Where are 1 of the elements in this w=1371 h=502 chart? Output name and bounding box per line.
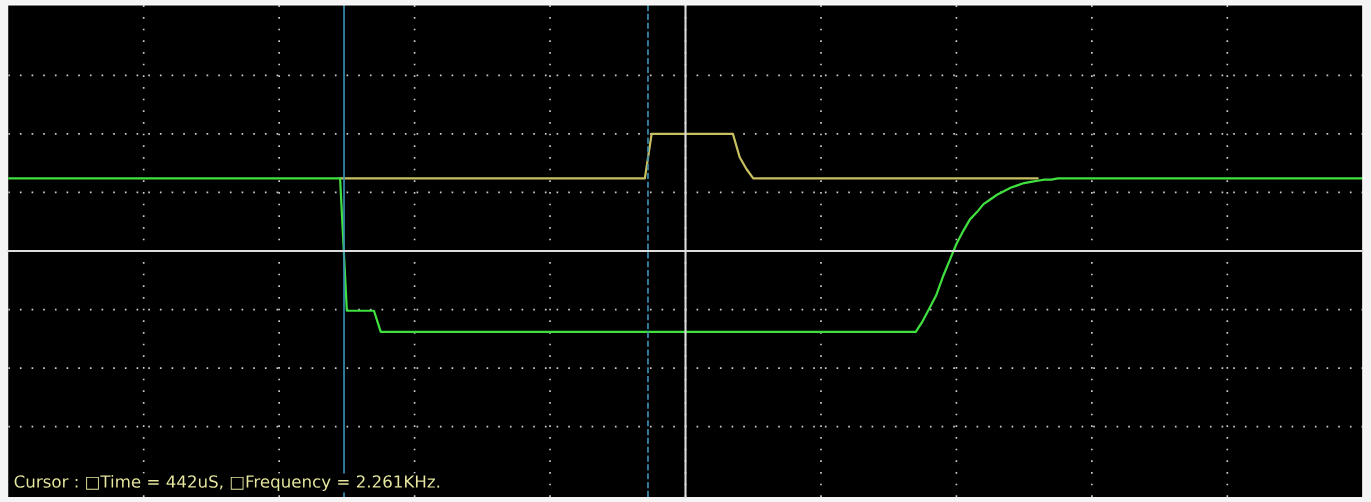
text: Cursor : □Time = 442uS, □Frequency = 2.261KHz. — [14, 474, 440, 492]
